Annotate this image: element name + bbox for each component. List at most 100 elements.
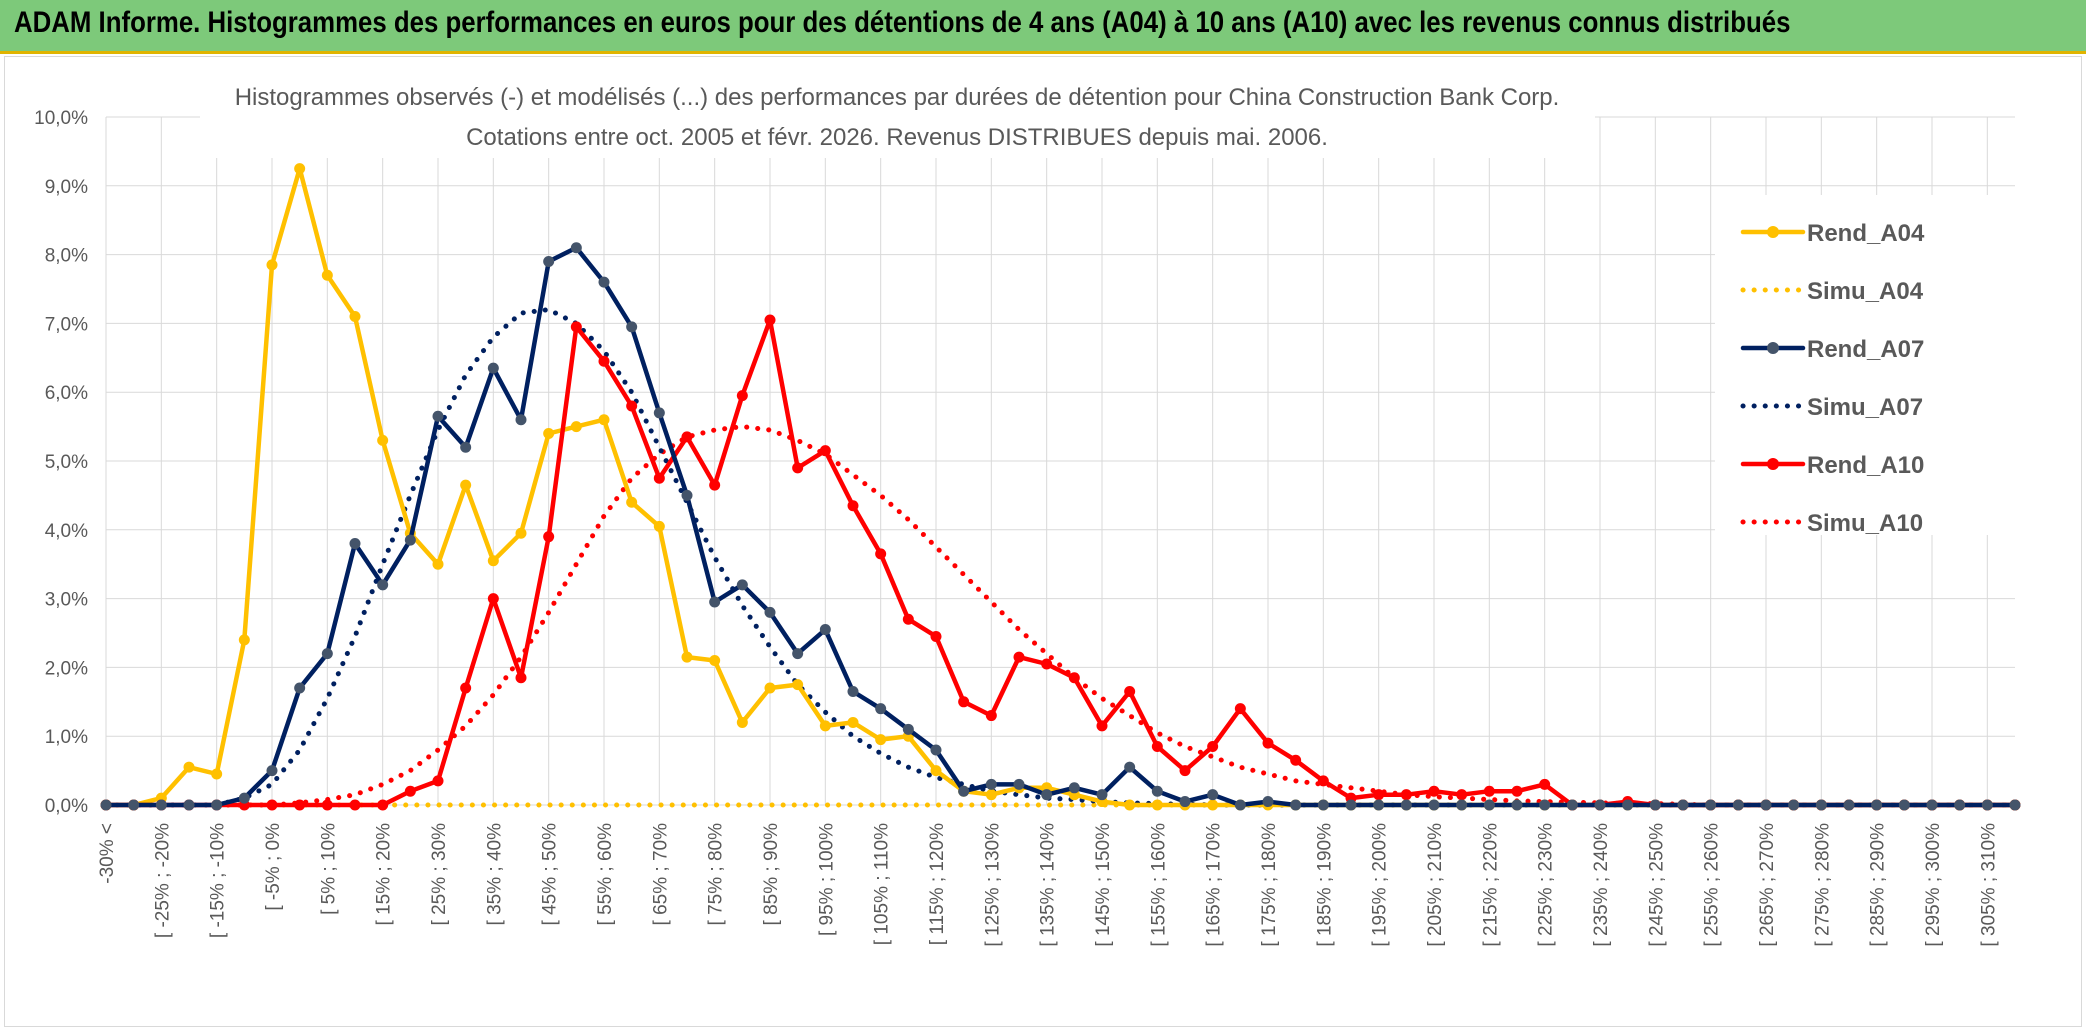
x-tick-label: [ 85% ; 90% — [761, 823, 782, 926]
x-tick-label: [ 95% ; 100% — [816, 823, 837, 936]
data-point-rend_a04 — [681, 651, 693, 663]
data-point-rend_a07 — [1981, 799, 1993, 811]
report-title: ADAM Informe. Histogrammes des performan… — [14, 6, 1791, 39]
data-point-rend_a10 — [985, 710, 997, 722]
data-point-rend_a07 — [1179, 796, 1191, 808]
data-point-rend_a07 — [1207, 789, 1219, 801]
data-point-rend_a10 — [709, 479, 721, 491]
chart-title: Histogrammes observés (-) et modélisés (… — [235, 84, 1560, 111]
x-tick-label: [ 25% ; 30% — [429, 823, 450, 926]
data-point-rend_a07 — [1539, 799, 1551, 811]
data-point-rend_a10 — [349, 799, 361, 811]
y-axis-ticks: 0,0% 1,0% 2,0% 3,0% 4,0% 5,0% 6,0% 7,0% 8,0% 9,0%… — [34, 108, 88, 817]
x-tick-label: [ 35% ; 40% — [484, 823, 505, 926]
data-point-rend_a07 — [1345, 799, 1357, 811]
data-point-rend_a07 — [1732, 799, 1744, 811]
data-point-rend_a07 — [100, 799, 112, 811]
data-point-rend_a10 — [487, 593, 499, 605]
x-tick-label: [ 305% ; 310% — [1978, 823, 1999, 947]
data-point-rend_a07 — [736, 579, 748, 591]
data-point-rend_a04 — [626, 496, 638, 508]
data-point-rend_a07 — [1317, 799, 1329, 811]
y-tick-label: 4,0% — [45, 521, 88, 542]
legend-label-rend_a10: Rend_A10 — [1807, 452, 1924, 479]
legend-marker — [1767, 458, 1779, 470]
legend-label-simu_a07: Simu_A07 — [1807, 394, 1923, 421]
data-point-rend_a10 — [543, 531, 555, 543]
x-tick-label: [ 185% ; 190% — [1314, 823, 1335, 947]
chart-frame — [4, 56, 2082, 1027]
series-line-simu_a07 — [103, 307, 2018, 808]
data-point-rend_a07 — [1096, 789, 1108, 801]
data-point-rend_a10 — [598, 355, 610, 367]
x-tick-label: [ 295% ; 300% — [1923, 823, 1944, 947]
data-point-rend_a07 — [432, 410, 444, 422]
legend-label-simu_a10: Simu_A10 — [1807, 510, 1923, 537]
data-point-rend_a10 — [958, 696, 970, 708]
data-point-rend_a07 — [183, 799, 195, 811]
data-point-rend_a04 — [432, 558, 444, 570]
data-point-rend_a04 — [211, 768, 223, 780]
data-point-rend_a10 — [681, 431, 693, 443]
legend-label-rend_a07: Rend_A07 — [1807, 336, 1924, 363]
x-tick-label: [ -15% ; -10% — [208, 823, 229, 938]
data-point-rend_a07 — [875, 703, 887, 715]
data-point-rend_a07 — [902, 723, 914, 735]
data-point-rend_a10 — [1234, 703, 1246, 715]
y-tick-label: 5,0% — [45, 452, 88, 473]
data-point-rend_a07 — [1705, 799, 1717, 811]
data-point-rend_a07 — [1234, 799, 1246, 811]
data-point-rend_a10 — [1207, 741, 1219, 753]
legend-backdrop — [1715, 195, 2015, 535]
data-point-rend_a10 — [847, 500, 859, 512]
data-point-rend_a10 — [1096, 720, 1108, 732]
data-point-rend_a07 — [570, 242, 582, 254]
data-point-rend_a07 — [1373, 799, 1385, 811]
data-point-rend_a07 — [764, 606, 776, 618]
data-point-rend_a07 — [1871, 799, 1883, 811]
data-point-rend_a10 — [377, 799, 389, 811]
data-point-rend_a07 — [1566, 799, 1578, 811]
data-point-rend_a07 — [1954, 799, 1966, 811]
data-point-rend_a04 — [515, 527, 527, 539]
grid-lines — [105, 116, 2015, 806]
data-point-rend_a04 — [847, 716, 859, 728]
y-tick-label: 10,0% — [34, 108, 88, 129]
data-point-rend_a07 — [460, 441, 472, 453]
x-axis-ticks: -30% < [ -25% ; -20% [ -15% ; -10% [ -5% ; … — [97, 823, 1999, 947]
data-point-rend_a04 — [543, 427, 555, 439]
x-tick-label: [ 245% ; 250% — [1646, 823, 1667, 947]
data-point-rend_a10 — [294, 799, 306, 811]
x-tick-label: [ 105% ; 110% — [872, 823, 893, 945]
data-point-rend_a07 — [238, 792, 250, 804]
title-backdrop — [200, 78, 1595, 158]
data-point-rend_a10 — [819, 445, 831, 457]
y-tick-label: 1,0% — [45, 727, 88, 748]
data-point-rend_a10 — [1317, 775, 1329, 787]
data-point-rend_a07 — [515, 414, 527, 426]
x-tick-label: -30% < — [97, 823, 118, 884]
data-point-rend_a07 — [1760, 799, 1772, 811]
data-point-rend_a10 — [1483, 785, 1495, 797]
data-point-rend_a04 — [736, 716, 748, 728]
x-tick-label: [ -5% ; 0% — [263, 823, 284, 911]
y-tick-label: 6,0% — [45, 383, 88, 404]
x-tick-label: [ 45% ; 50% — [540, 823, 561, 926]
y-tick-label: 9,0% — [45, 177, 88, 198]
data-point-rend_a07 — [681, 489, 693, 501]
data-point-rend_a10 — [875, 548, 887, 560]
data-point-rend_a10 — [1373, 789, 1385, 801]
data-point-rend_a07 — [155, 799, 167, 811]
data-point-rend_a04 — [1207, 799, 1219, 811]
data-point-rend_a07 — [321, 648, 333, 660]
legend: Rend_A04 Simu_A04 Rend_A07 Simu_A07 Rend_A10… — [1740, 220, 1925, 537]
y-tick-label: 3,0% — [45, 590, 88, 611]
data-point-rend_a07 — [1483, 799, 1495, 811]
data-point-rend_a07 — [1788, 799, 1800, 811]
data-point-rend_a07 — [1843, 799, 1855, 811]
data-point-rend_a04 — [764, 682, 776, 694]
data-point-rend_a04 — [985, 789, 997, 801]
data-point-rend_a10 — [570, 321, 582, 333]
data-point-rend_a07 — [1428, 799, 1440, 811]
